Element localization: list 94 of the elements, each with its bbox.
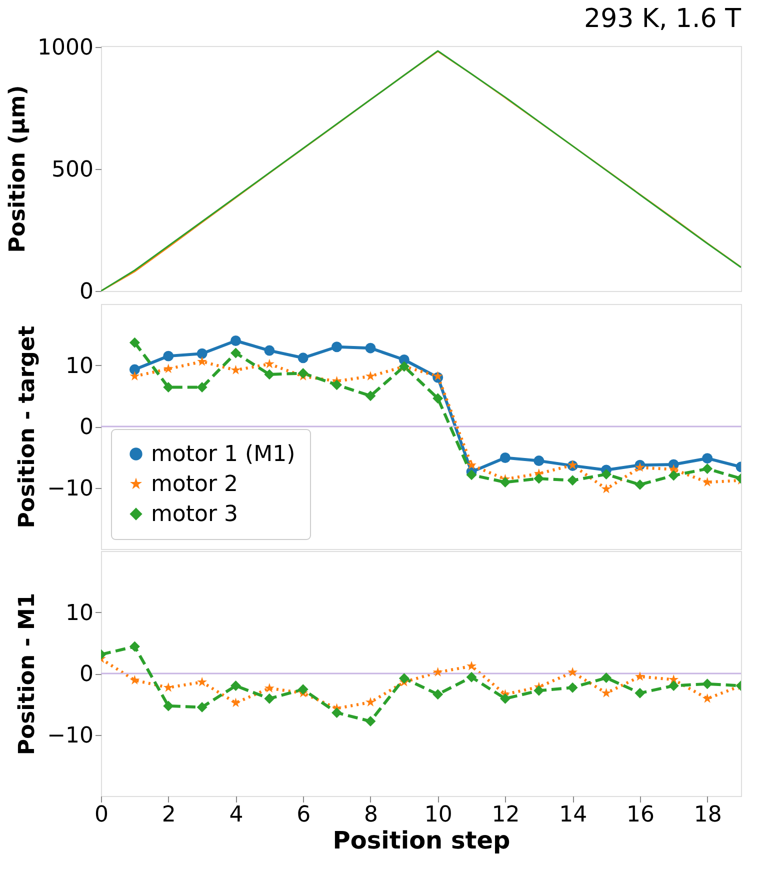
point xyxy=(601,688,612,698)
point xyxy=(163,700,174,712)
x-tick-label: 10 xyxy=(424,802,452,828)
point xyxy=(365,342,376,354)
point xyxy=(163,364,174,374)
x-tick-label: 16 xyxy=(626,802,654,828)
point xyxy=(432,689,444,700)
point xyxy=(365,697,376,707)
x-tick-label: 4 xyxy=(229,802,244,828)
point xyxy=(500,693,510,704)
point xyxy=(332,380,342,390)
point xyxy=(567,682,578,693)
point xyxy=(332,342,342,352)
x-tick-label: 14 xyxy=(559,802,588,828)
point xyxy=(601,469,612,480)
chart-title: 293 K, 1.6 T xyxy=(584,4,742,34)
point xyxy=(230,698,241,708)
point xyxy=(197,676,208,686)
point xyxy=(534,685,544,696)
y-axis-title: Position (µm) xyxy=(6,85,31,253)
x-tick-label: 18 xyxy=(694,802,722,828)
point xyxy=(264,369,275,380)
point xyxy=(196,702,208,712)
x-tick-label: 2 xyxy=(162,802,176,828)
point xyxy=(466,470,477,480)
point xyxy=(197,356,208,366)
y-tick-label: 0 xyxy=(80,662,94,687)
point xyxy=(432,393,444,404)
legend-label: motor 1 (M1) xyxy=(151,442,296,467)
point xyxy=(702,453,713,464)
point xyxy=(634,671,645,681)
point xyxy=(365,716,376,727)
x-tick-label: 12 xyxy=(492,802,520,828)
point xyxy=(129,337,140,348)
point xyxy=(634,688,646,698)
point xyxy=(130,674,140,684)
y-tick-label: 0 xyxy=(80,415,94,440)
point xyxy=(163,350,174,362)
point xyxy=(264,358,274,368)
point xyxy=(129,641,140,652)
x-axis-title: Position step xyxy=(332,826,510,854)
point xyxy=(500,452,510,463)
point xyxy=(702,464,713,474)
y-tick-label: 0 xyxy=(80,280,94,304)
point xyxy=(568,667,578,677)
point xyxy=(534,473,544,484)
y-tick-label: 500 xyxy=(52,158,94,183)
point xyxy=(129,364,140,375)
point xyxy=(230,364,241,374)
y-axis-title: Position - target xyxy=(15,325,40,528)
point xyxy=(398,673,410,684)
point xyxy=(466,660,477,670)
point xyxy=(264,345,275,356)
point xyxy=(230,348,241,358)
y-tick-label: −10 xyxy=(47,723,94,748)
point xyxy=(230,336,241,346)
point xyxy=(230,680,241,691)
point xyxy=(702,678,713,690)
x-tick-label: 6 xyxy=(296,802,311,828)
point xyxy=(466,460,477,470)
point xyxy=(163,682,174,692)
point xyxy=(196,382,208,393)
legend-label: motor 2 xyxy=(151,472,238,497)
point xyxy=(500,476,510,488)
point xyxy=(365,390,376,402)
point xyxy=(298,352,308,364)
y-tick-label: −10 xyxy=(47,476,94,502)
point xyxy=(298,684,308,695)
point xyxy=(163,382,174,393)
point xyxy=(601,672,612,684)
y-tick-label: 10 xyxy=(66,600,94,626)
point xyxy=(567,475,578,486)
point xyxy=(196,348,208,359)
point xyxy=(668,470,679,481)
x-tick-label: 8 xyxy=(364,802,378,828)
point xyxy=(634,462,645,472)
point xyxy=(130,371,140,381)
legend-label: motor 3 xyxy=(151,502,238,527)
point xyxy=(264,682,274,692)
point xyxy=(432,667,443,677)
point xyxy=(601,484,612,494)
point xyxy=(298,368,308,378)
point xyxy=(668,680,679,691)
y-tick-label: 10 xyxy=(66,354,94,379)
point xyxy=(332,707,342,718)
point xyxy=(702,693,712,703)
point xyxy=(634,479,646,490)
point xyxy=(466,672,477,682)
point xyxy=(534,456,544,466)
point xyxy=(702,476,712,486)
point xyxy=(365,371,376,381)
y-axis-title: Position - M1 xyxy=(15,592,40,756)
y-tick-label: 1000 xyxy=(38,36,94,61)
point xyxy=(264,693,275,704)
